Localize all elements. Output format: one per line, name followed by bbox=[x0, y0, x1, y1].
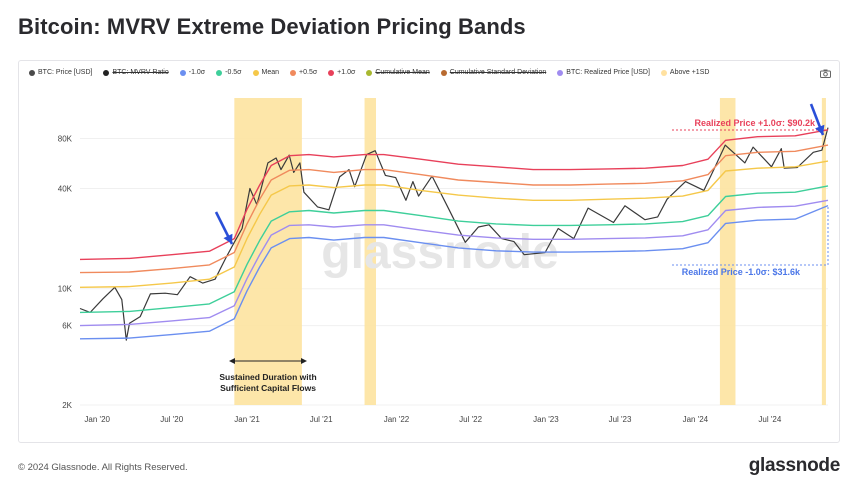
x-tick-label: Jul '22 bbox=[459, 415, 482, 424]
series-line bbox=[79, 144, 829, 274]
highlight-band bbox=[821, 98, 826, 405]
series-line bbox=[79, 129, 829, 261]
legend-swatch bbox=[216, 69, 223, 76]
duration-label-line1: Sustained Duration with bbox=[219, 372, 316, 382]
series-line bbox=[79, 204, 829, 340]
legend-swatch bbox=[557, 69, 564, 76]
legend-item[interactable]: BTC: MVRV Ratio bbox=[103, 69, 169, 76]
legend-label: BTC: Realized Price [USD] bbox=[566, 69, 650, 76]
legend-swatch bbox=[328, 69, 335, 76]
x-tick-label: Jan '24 bbox=[683, 415, 709, 424]
y-tick-label: 2K bbox=[62, 401, 72, 410]
x-tick-label: Jul '24 bbox=[758, 415, 781, 424]
series-line bbox=[79, 127, 829, 341]
legend-swatch bbox=[103, 69, 110, 76]
legend-swatch bbox=[179, 69, 186, 76]
series-line bbox=[79, 185, 829, 314]
legend-label: -0.5σ bbox=[225, 69, 242, 76]
footer-copyright: © 2024 Glassnode. All Rights Reserved. bbox=[18, 462, 188, 473]
x-tick-label: Jan '20 bbox=[84, 415, 110, 424]
x-tick-label: Jul '20 bbox=[160, 415, 183, 424]
x-tick-label: Jan '23 bbox=[533, 415, 559, 424]
chart-frame: BTC: Price [USD] BTC: MVRV Ratio -1.0σ -0.5… bbox=[18, 60, 840, 443]
legend-item[interactable]: +0.5σ bbox=[290, 69, 317, 76]
legend-label: +1.0σ bbox=[337, 69, 356, 76]
y-tick-label: 80K bbox=[58, 134, 73, 143]
legend-item[interactable]: Cumulative Standard Deviation bbox=[440, 69, 547, 76]
x-tick-label: Jul '21 bbox=[310, 415, 333, 424]
annotation-lower-label: Realized Price -1.0σ: $31.6k bbox=[682, 267, 801, 277]
arrow-left-head bbox=[223, 233, 233, 244]
legend-label: +0.5σ bbox=[299, 69, 318, 76]
legend-item[interactable]: BTC: Price [USD] bbox=[29, 69, 92, 76]
legend-item[interactable]: -0.5σ bbox=[216, 69, 242, 76]
x-tick-label: Jan '21 bbox=[234, 415, 260, 424]
series-line bbox=[79, 160, 829, 288]
legend-swatch bbox=[252, 69, 259, 76]
legend-item[interactable]: Cumulative Mean bbox=[366, 69, 430, 76]
legend-label: BTC: MVRV Ratio bbox=[112, 69, 169, 76]
legend-item[interactable]: Mean bbox=[252, 69, 280, 76]
arrow-right-head bbox=[815, 124, 825, 135]
y-tick-label: 40K bbox=[58, 185, 73, 194]
highlight-band bbox=[719, 98, 736, 405]
legend-label: -1.0σ bbox=[188, 69, 206, 76]
page-title: Bitcoin: MVRV Extreme Deviation Pricing … bbox=[18, 14, 526, 39]
chart-legend: BTC: Price [USD] BTC: MVRV Ratio -1.0σ -0.5… bbox=[29, 69, 709, 76]
legend-swatch bbox=[290, 69, 297, 76]
y-tick-label: 6K bbox=[62, 322, 72, 331]
x-tick-label: Jan '22 bbox=[384, 415, 410, 424]
annotation-upper-label: Realized Price +1.0σ: $90.2k bbox=[695, 118, 816, 128]
legend-label: Cumulative Mean bbox=[375, 69, 430, 76]
legend-item[interactable]: BTC: Realized Price [USD] bbox=[557, 69, 650, 76]
legend-label: BTC: Price [USD] bbox=[38, 69, 93, 76]
watermark: glassnode bbox=[321, 226, 558, 279]
legend-item[interactable]: +1.0σ bbox=[328, 69, 355, 76]
legend-item[interactable]: Above +1SD bbox=[660, 69, 710, 76]
legend-swatch bbox=[660, 69, 667, 76]
legend-label: Cumulative Standard Deviation bbox=[449, 69, 547, 76]
legend-swatch bbox=[366, 69, 373, 76]
highlight-band bbox=[364, 98, 377, 405]
legend-swatch bbox=[440, 69, 447, 76]
legend-label: Mean bbox=[261, 69, 280, 76]
duration-bracket-left-head bbox=[229, 358, 235, 364]
duration-label-line2: Sufficient Capital Flows bbox=[220, 383, 316, 393]
y-tick-label: 10K bbox=[58, 285, 73, 294]
camera-icon[interactable] bbox=[820, 69, 831, 78]
series-line bbox=[79, 199, 829, 327]
duration-bracket-right-head bbox=[301, 358, 307, 364]
legend-item[interactable]: -1.0σ bbox=[179, 69, 206, 76]
x-tick-label: Jul '23 bbox=[609, 415, 632, 424]
legend-label: Above +1SD bbox=[669, 69, 710, 76]
highlight-band bbox=[234, 98, 302, 405]
footer-logo[interactable]: glassnode bbox=[748, 455, 841, 476]
legend-swatch bbox=[29, 69, 35, 76]
